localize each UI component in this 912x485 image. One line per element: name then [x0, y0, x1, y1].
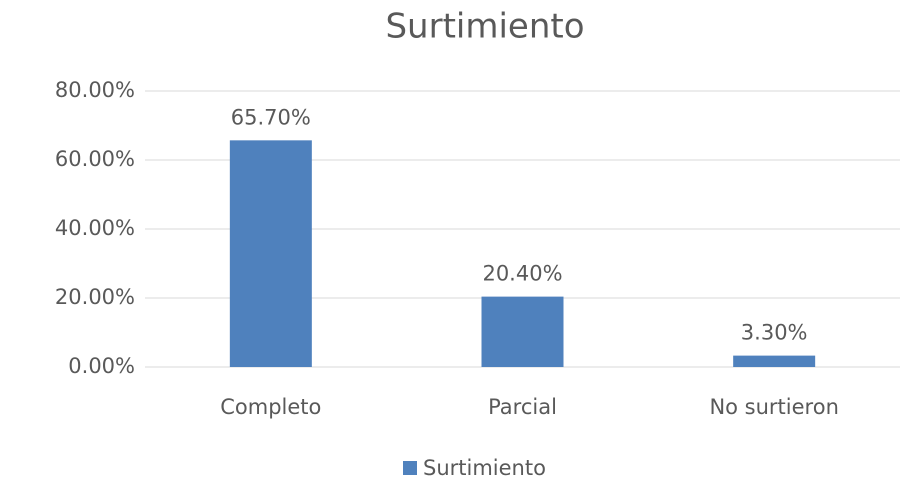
legend-swatch: [403, 461, 417, 475]
y-tick-label: 20.00%: [55, 285, 135, 309]
data-label: 65.70%: [231, 105, 311, 129]
bar: [229, 140, 312, 367]
y-tick-label: 60.00%: [55, 147, 135, 171]
chart-title: Surtimiento: [385, 7, 584, 47]
bar: [733, 355, 816, 367]
y-tick-label: 40.00%: [55, 216, 135, 240]
legend-label: Surtimiento: [423, 456, 546, 480]
y-tick-label: 80.00%: [55, 78, 135, 102]
bar: [481, 296, 564, 367]
x-tick-label: No surtieron: [709, 395, 838, 419]
data-label: 20.40%: [482, 262, 562, 286]
y-tick-label: 0.00%: [68, 354, 135, 378]
data-label: 3.30%: [741, 321, 808, 345]
x-tick-label: Parcial: [488, 395, 557, 419]
x-tick-label: Completo: [220, 395, 321, 419]
